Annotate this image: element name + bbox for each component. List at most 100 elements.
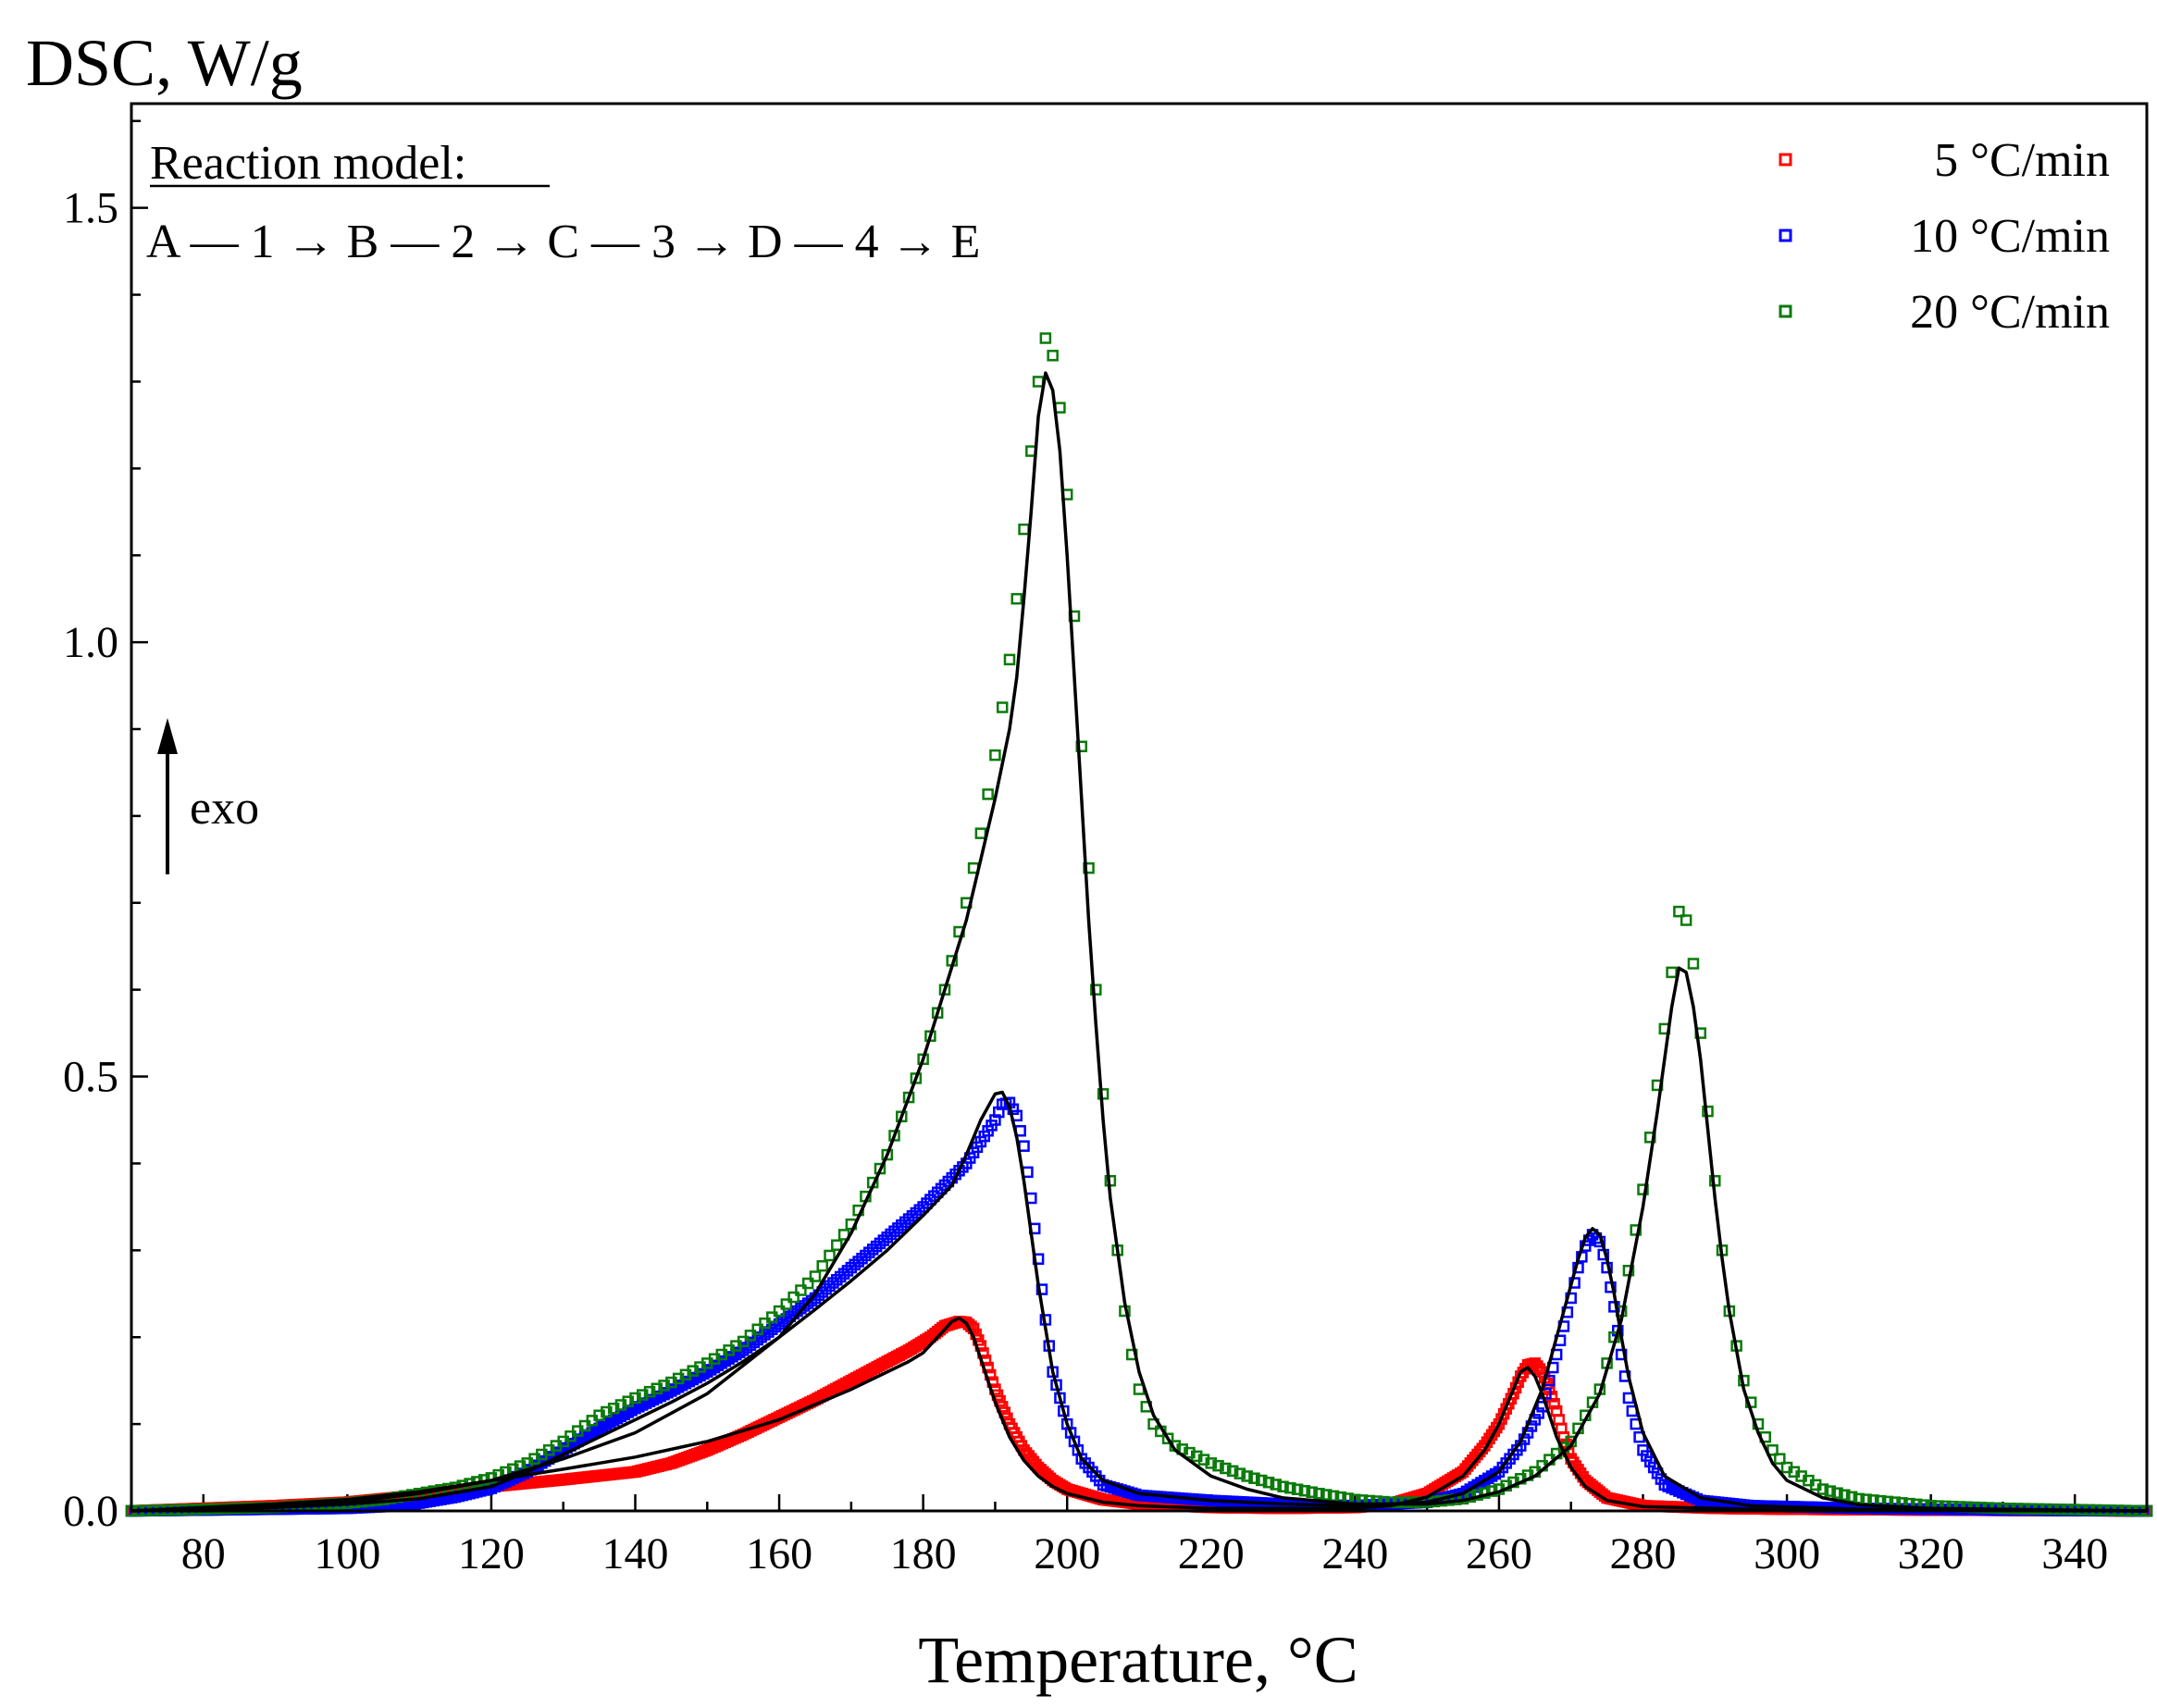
data-point (801, 1277, 814, 1290)
legend-marker (1779, 229, 1792, 242)
data-point (1831, 1487, 1843, 1499)
data-point (1205, 1457, 1218, 1469)
data-point (1248, 1472, 1260, 1484)
data-point (902, 1091, 915, 1104)
x-tick-label: 180 (890, 1529, 957, 1578)
data-point (989, 749, 1001, 761)
data-point (1320, 1489, 1333, 1501)
data-point (1306, 1486, 1318, 1498)
fit-line-3 (130, 371, 2148, 1513)
data-point (1630, 1224, 1642, 1236)
data-point (1018, 1140, 1030, 1152)
data-point (1010, 592, 1023, 605)
data-point (1545, 1391, 1558, 1403)
data-point (1212, 1459, 1224, 1472)
data-point (658, 1380, 670, 1392)
plot-frame (130, 102, 2149, 1513)
data-point (1262, 1476, 1275, 1489)
data-point (824, 1249, 836, 1262)
data-point (1270, 1479, 1283, 1491)
model-scheme: A — 1 → B — 2 → C — 3 → D — 4 → E (146, 216, 980, 268)
data-point (1816, 1483, 1829, 1495)
data-point (1666, 966, 1678, 979)
exo-label: exo (190, 782, 259, 835)
data-point (1032, 376, 1045, 388)
fit-line-1 (130, 1316, 2148, 1513)
y-axis-title: DSC, W/g (26, 26, 303, 100)
data-point (1241, 1470, 1253, 1482)
fit-line-2 (130, 1090, 2148, 1513)
data-point (1226, 1465, 1239, 1478)
legend-label: 5 °C/min (1934, 134, 2110, 187)
data-point (982, 788, 994, 800)
data-point (1673, 905, 1685, 918)
data-point (1687, 958, 1700, 970)
data-point (744, 1330, 757, 1342)
x-tick-label: 300 (1754, 1529, 1820, 1578)
x-axis-title: Temperature, °C (918, 1623, 1358, 1697)
data-point (1097, 1088, 1109, 1100)
x-tick-label: 260 (1466, 1529, 1532, 1578)
data-point (1277, 1480, 1289, 1492)
data-point (773, 1305, 786, 1318)
data-point (1845, 1491, 1858, 1504)
exo-arrow-head (157, 718, 178, 754)
data-point (643, 1385, 656, 1398)
data-point (1839, 1489, 1851, 1501)
data-point (1233, 1467, 1246, 1479)
data-point (1637, 1183, 1649, 1195)
data-point (809, 1270, 822, 1282)
data-point (751, 1323, 763, 1336)
x-tick-label: 340 (2041, 1529, 2108, 1578)
data-point (1313, 1487, 1325, 1500)
data-point (1291, 1483, 1304, 1495)
data-point (1047, 350, 1059, 362)
x-tick-label: 200 (1034, 1529, 1100, 1578)
legend-label: 10 °C/min (1910, 210, 2110, 263)
data-point (1090, 984, 1102, 996)
data-point (780, 1298, 793, 1310)
data-point (1255, 1474, 1268, 1487)
x-tick-label: 100 (314, 1529, 380, 1578)
data-point (1003, 653, 1016, 666)
series-2-markers (125, 1096, 2153, 1517)
x-tick-label: 160 (746, 1529, 812, 1578)
data-point (881, 1148, 893, 1161)
data-point (1220, 1462, 1232, 1475)
model-title: Reaction model: (150, 137, 466, 190)
data-point (651, 1382, 663, 1395)
x-tick-label: 320 (1898, 1529, 1965, 1578)
data-point (1774, 1453, 1786, 1465)
legend: 5 °C/min 10 °C/min 20 °C/min (1779, 134, 2110, 339)
data-point (1298, 1484, 1311, 1497)
axis-ticks: 80 100 120 140 160 180 200 220 240 260 280 300 320 34… (63, 119, 2149, 1578)
data-point (1680, 914, 1692, 926)
data-point (795, 1284, 807, 1296)
data-point (737, 1335, 750, 1348)
legend-marker (1779, 153, 1792, 167)
y-tick-label: 0.0 (63, 1487, 118, 1536)
x-tick-label: 140 (602, 1529, 669, 1578)
series-3-markers (125, 332, 2153, 1517)
data-point (637, 1389, 649, 1401)
x-tick-label: 240 (1321, 1529, 1388, 1578)
y-tick-label: 1.5 (63, 184, 118, 233)
data-point (629, 1392, 641, 1405)
y-tick-label: 0.5 (63, 1053, 118, 1102)
data-point (1039, 332, 1052, 344)
data-point (759, 1317, 771, 1330)
data-point (1018, 523, 1030, 536)
data-point (1548, 1397, 1560, 1410)
x-tick-label: 280 (1610, 1529, 1677, 1578)
data-point (831, 1239, 843, 1251)
data-point (766, 1311, 778, 1323)
data-point (1284, 1481, 1296, 1494)
data-point (1035, 1283, 1048, 1295)
x-tick-label: 220 (1178, 1529, 1245, 1578)
data-point (787, 1291, 800, 1304)
data-point (974, 827, 987, 839)
x-tick-label: 120 (458, 1529, 525, 1578)
data-point (816, 1259, 828, 1272)
plot-series (125, 332, 2153, 1517)
